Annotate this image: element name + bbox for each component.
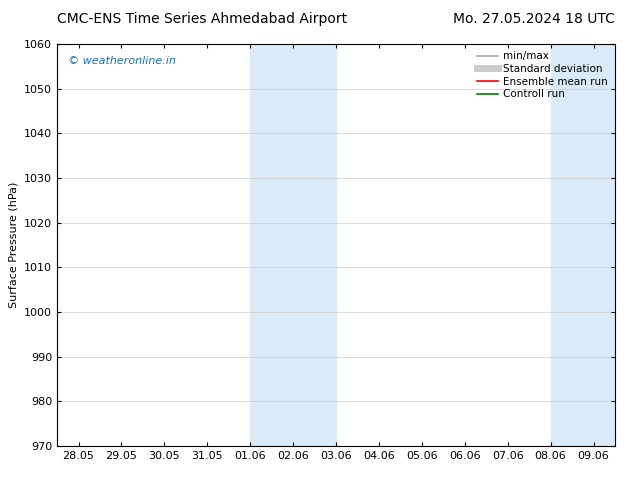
Legend: min/max, Standard deviation, Ensemble mean run, Controll run: min/max, Standard deviation, Ensemble me… <box>473 47 612 103</box>
Y-axis label: Surface Pressure (hPa): Surface Pressure (hPa) <box>8 182 18 308</box>
Bar <box>550 44 634 446</box>
Text: CMC-ENS Time Series Ahmedabad Airport: CMC-ENS Time Series Ahmedabad Airport <box>57 12 347 26</box>
Bar <box>250 44 336 446</box>
Text: © weatheronline.in: © weatheronline.in <box>68 56 176 66</box>
Text: Mo. 27.05.2024 18 UTC: Mo. 27.05.2024 18 UTC <box>453 12 615 26</box>
